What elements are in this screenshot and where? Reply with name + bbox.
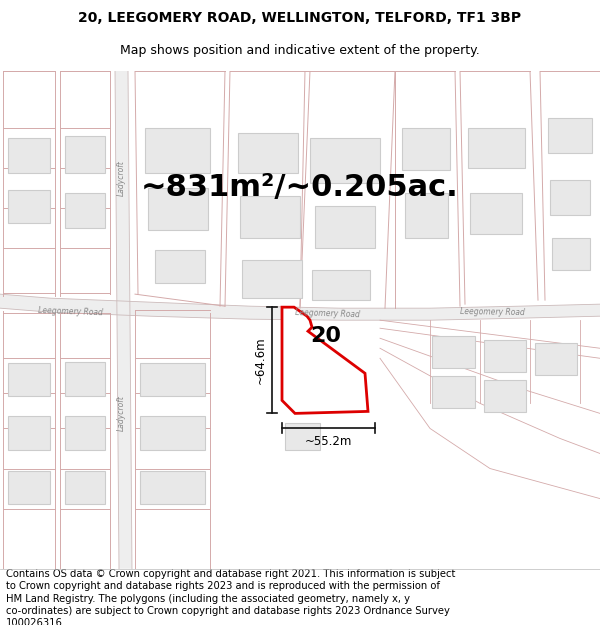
- Polygon shape: [535, 343, 577, 376]
- Polygon shape: [240, 196, 300, 238]
- Polygon shape: [402, 127, 450, 170]
- Polygon shape: [0, 294, 600, 320]
- Polygon shape: [8, 416, 50, 451]
- Polygon shape: [140, 363, 205, 396]
- Text: Leegomery Road: Leegomery Road: [295, 308, 360, 319]
- Polygon shape: [468, 127, 525, 168]
- Polygon shape: [140, 471, 205, 504]
- Text: Leegomery Road: Leegomery Road: [38, 306, 103, 317]
- Text: ~55.2m: ~55.2m: [305, 435, 352, 448]
- Polygon shape: [145, 127, 210, 173]
- Polygon shape: [312, 270, 370, 300]
- Text: Map shows position and indicative extent of the property.: Map shows position and indicative extent…: [120, 44, 480, 58]
- Polygon shape: [148, 188, 208, 230]
- Polygon shape: [140, 416, 205, 451]
- Polygon shape: [548, 118, 592, 152]
- Text: ~64.6m: ~64.6m: [254, 336, 266, 384]
- Polygon shape: [484, 340, 526, 372]
- Polygon shape: [310, 138, 380, 183]
- Polygon shape: [8, 138, 50, 173]
- Polygon shape: [8, 471, 50, 504]
- Polygon shape: [470, 193, 522, 234]
- Polygon shape: [8, 190, 50, 223]
- Polygon shape: [282, 307, 368, 413]
- Polygon shape: [65, 136, 105, 173]
- Polygon shape: [550, 180, 590, 215]
- Polygon shape: [432, 336, 475, 368]
- Polygon shape: [65, 471, 105, 504]
- Text: Contains OS data © Crown copyright and database right 2021. This information is : Contains OS data © Crown copyright and d…: [6, 569, 455, 625]
- Polygon shape: [484, 381, 526, 412]
- Polygon shape: [65, 193, 105, 228]
- Polygon shape: [65, 362, 105, 396]
- Text: Ladycroft: Ladycroft: [116, 160, 125, 196]
- Polygon shape: [238, 132, 298, 173]
- Text: 20, LEEGOMERY ROAD, WELLINGTON, TELFORD, TF1 3BP: 20, LEEGOMERY ROAD, WELLINGTON, TELFORD,…: [79, 11, 521, 24]
- Polygon shape: [65, 416, 105, 451]
- Polygon shape: [155, 250, 205, 283]
- Text: ~831m²/~0.205ac.: ~831m²/~0.205ac.: [141, 173, 459, 203]
- Polygon shape: [405, 193, 448, 238]
- Polygon shape: [115, 71, 132, 569]
- Text: Leegomery Road: Leegomery Road: [460, 307, 525, 318]
- Polygon shape: [242, 260, 302, 298]
- Polygon shape: [315, 206, 375, 248]
- Polygon shape: [432, 376, 475, 408]
- Polygon shape: [285, 423, 320, 451]
- Text: Ladycroft: Ladycroft: [116, 396, 125, 431]
- Polygon shape: [8, 363, 50, 396]
- Text: 20: 20: [310, 326, 341, 346]
- Polygon shape: [552, 238, 590, 270]
